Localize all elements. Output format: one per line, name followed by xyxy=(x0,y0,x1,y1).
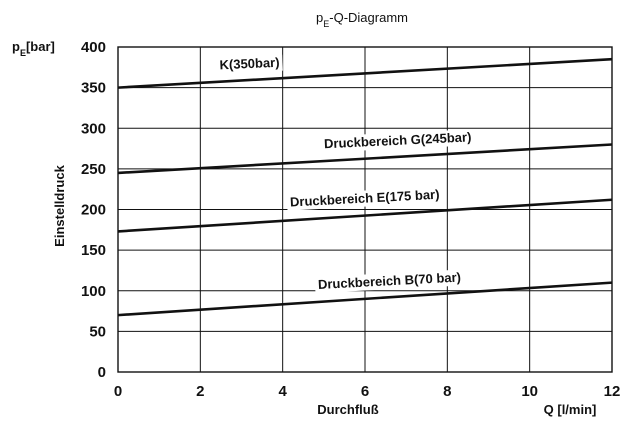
chart-title: pE-Q-Diagramm xyxy=(316,10,408,29)
series-annotations: K(350bar) Druckbereich G(245bar) Druckbere… xyxy=(216,54,475,294)
y-tick-label-0: 0 xyxy=(98,364,106,381)
series-label-3: Druckbereich B(70 bar) xyxy=(318,270,462,292)
y-tick-label-200: 200 xyxy=(81,202,106,219)
series-line-0 xyxy=(117,57,613,89)
x-tick-label-4: 4 xyxy=(278,383,287,400)
x-unit-label: Q [l/min] xyxy=(544,402,597,417)
y-axis-label: Einstelldruck xyxy=(52,164,67,246)
y-tick-label-350: 350 xyxy=(81,80,106,97)
x-tick-label-12: 12 xyxy=(604,383,621,400)
tick-labels: 0 50 100 150 200 250 300 350 400 0 2 4 6 8 10 12 xyxy=(81,39,620,400)
x-tick-label-2: 2 xyxy=(196,383,204,400)
series-label-bg-0 xyxy=(216,54,283,74)
x-tick-label-10: 10 xyxy=(521,383,538,400)
x-axis-label: Durchfluß xyxy=(317,402,378,417)
series-lines xyxy=(117,57,613,317)
series-label-bg-3 xyxy=(314,269,465,294)
series-label-bg-2 xyxy=(286,186,443,211)
series-label-0: K(350bar) xyxy=(219,55,280,73)
y-unit-label: pE[bar] xyxy=(12,39,55,58)
y-tick-label-250: 250 xyxy=(81,161,106,178)
y-tick-label-100: 100 xyxy=(81,283,106,300)
y-tick-label-50: 50 xyxy=(89,323,106,340)
series-line-3 xyxy=(117,281,613,317)
series-line-2 xyxy=(117,198,613,233)
x-tick-label-8: 8 xyxy=(443,383,451,400)
series-label-bg-1 xyxy=(320,129,475,153)
grid xyxy=(117,46,613,373)
y-tick-label-150: 150 xyxy=(81,242,106,259)
x-tick-label-6: 6 xyxy=(361,383,369,400)
axes xyxy=(117,46,613,373)
y-tick-label-300: 300 xyxy=(81,120,106,137)
series-line-1 xyxy=(117,143,613,175)
x-tick-label-0: 0 xyxy=(114,383,122,400)
plot-frame xyxy=(117,46,613,373)
y-tick-label-400: 400 xyxy=(81,39,106,56)
series-label-1: Druckbereich G(245bar) xyxy=(324,129,472,151)
